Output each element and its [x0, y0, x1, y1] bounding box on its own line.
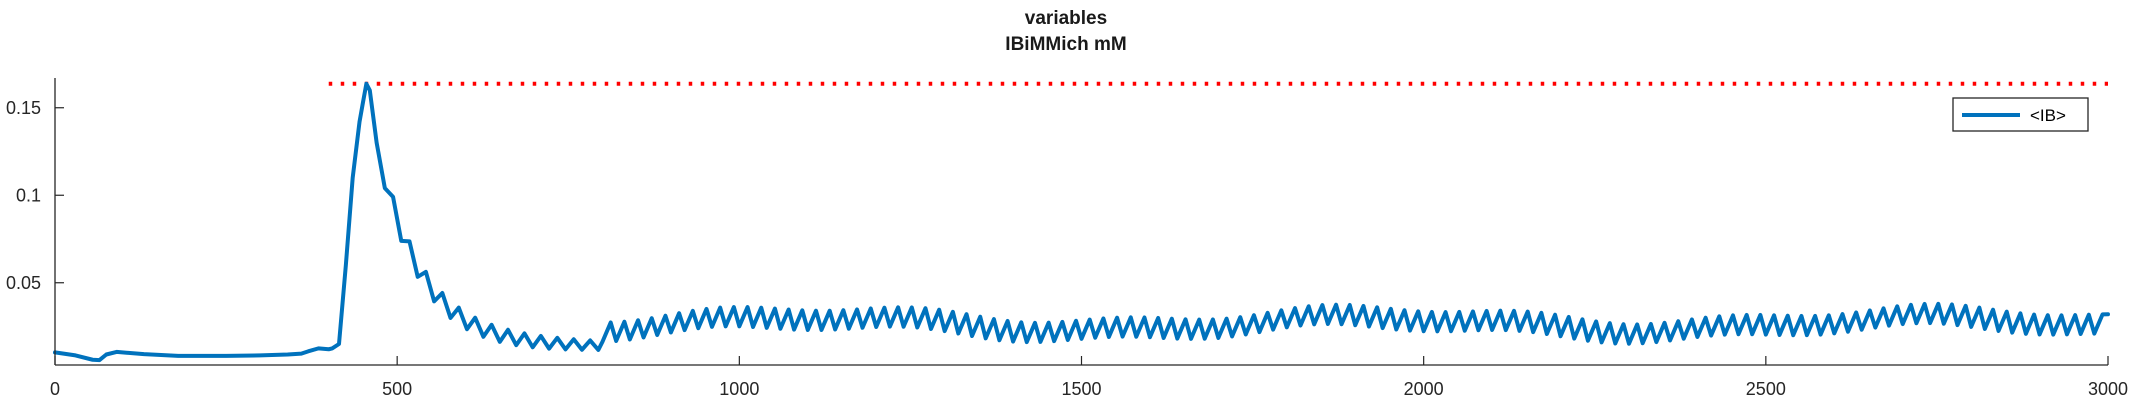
x-tick-label: 0 — [50, 379, 60, 399]
x-tick-label: 500 — [382, 379, 412, 399]
chart-title: variables — [1025, 8, 1107, 29]
x-tick-label: 3000 — [2088, 379, 2128, 399]
x-tick-label: 2000 — [1404, 379, 1444, 399]
series-layer — [53, 81, 2110, 363]
x-tick-label: 1500 — [1061, 379, 1101, 399]
legend: <IB> — [1952, 97, 2089, 132]
axes: 0 500 1000 1500 2000 2500 3000 0.05 0.1 0.15 — [6, 78, 2128, 399]
y-tick-label: 0.05 — [6, 273, 41, 293]
legend-label-ib: <IB> — [2030, 106, 2066, 125]
series-line-ib — [53, 81, 2110, 363]
x-tick-label: 1000 — [719, 379, 759, 399]
x-tick-label: 2500 — [1746, 379, 1786, 399]
y-tick-label: 0.15 — [6, 98, 41, 118]
y-tick-label: 0.1 — [16, 185, 41, 205]
chart-subtitle: IBiMMich mM — [1005, 34, 1126, 55]
